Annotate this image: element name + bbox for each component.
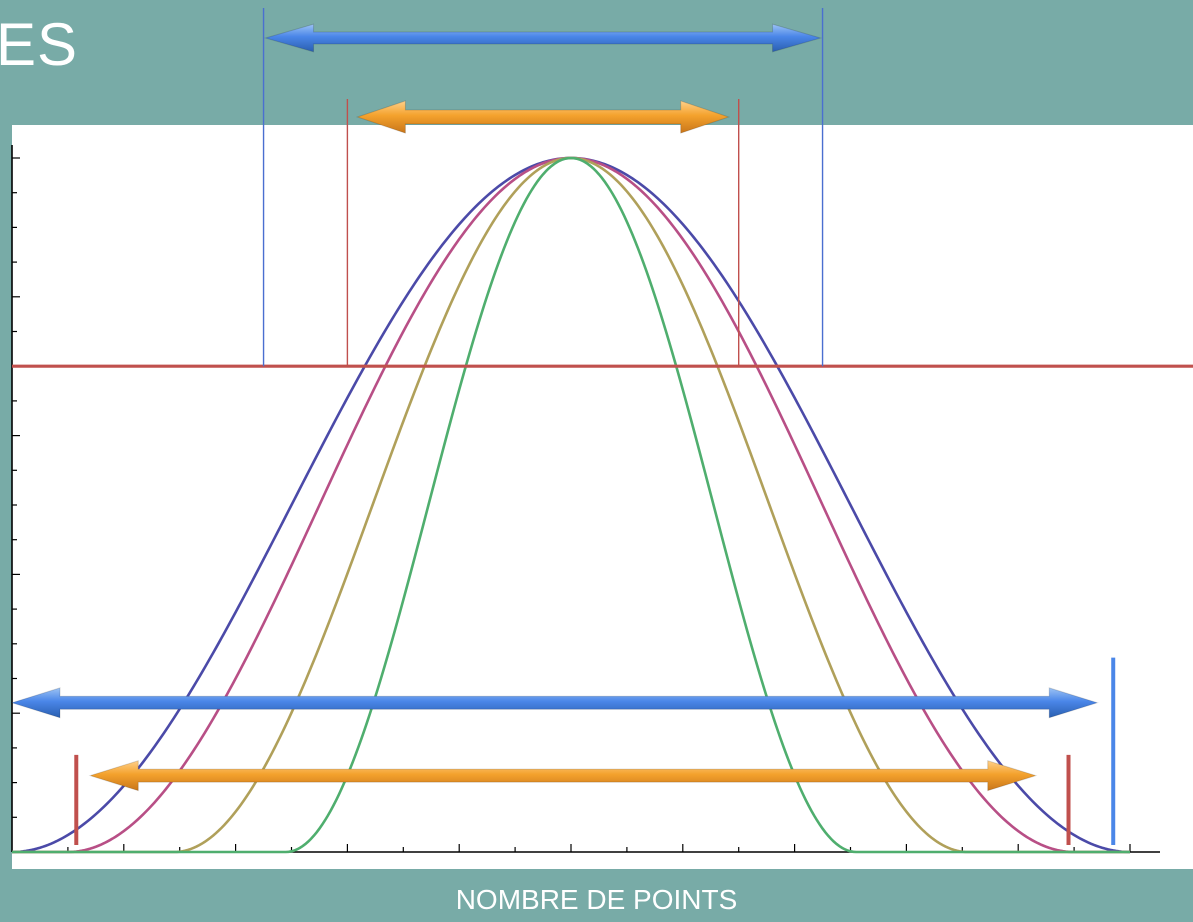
x-axis-label: NOMBRE DE POINTS <box>455 884 738 915</box>
series-curve-3 <box>12 156 1130 854</box>
series-group <box>11 156 1193 854</box>
width-arrow-3 <box>10 687 1099 719</box>
width-arrow-4 <box>88 760 1038 792</box>
slide-title-fragment: ES <box>0 11 79 78</box>
series-curve-1 <box>11 156 1131 854</box>
series-curve-4 <box>12 156 1130 854</box>
plot-panel <box>12 125 1193 869</box>
width-arrow-1 <box>263 23 823 53</box>
series-curve-2 <box>12 156 1130 854</box>
width-arrow-2 <box>355 100 731 134</box>
width-markers <box>10 8 1116 846</box>
